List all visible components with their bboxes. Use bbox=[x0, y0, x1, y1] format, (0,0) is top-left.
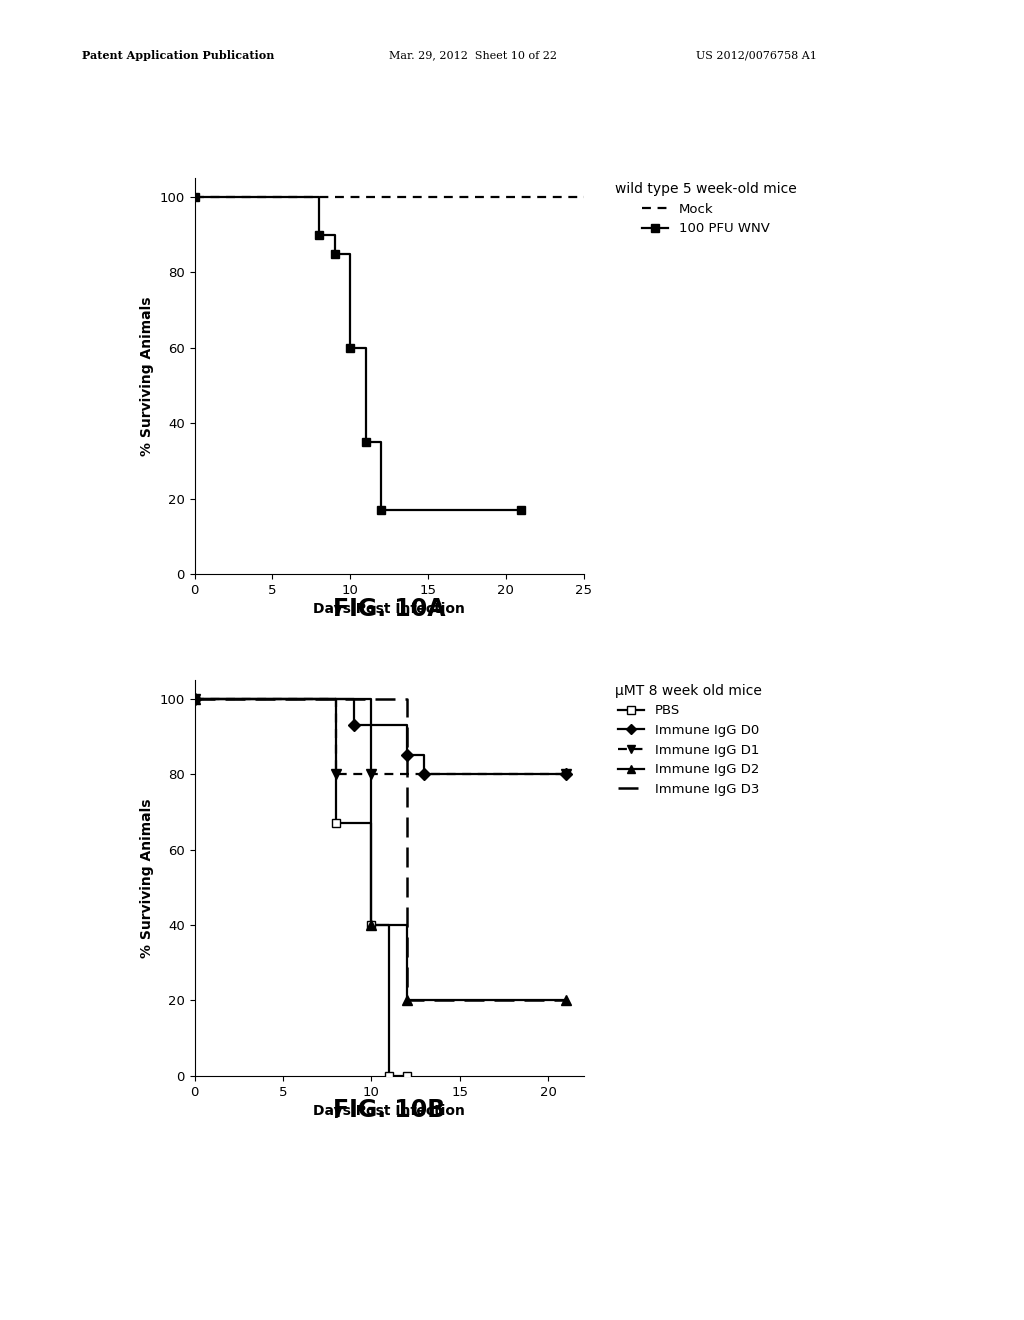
Text: FIG. 10A: FIG. 10A bbox=[333, 597, 445, 620]
Y-axis label: % Surviving Animals: % Surviving Animals bbox=[140, 799, 154, 957]
X-axis label: Days Post Infection: Days Post Infection bbox=[313, 1104, 465, 1118]
Text: FIG. 10B: FIG. 10B bbox=[333, 1098, 445, 1122]
Legend: PBS, Immune IgG D0, Immune IgG D1, Immune IgG D2, Immune IgG D3: PBS, Immune IgG D0, Immune IgG D1, Immun… bbox=[609, 678, 767, 801]
Y-axis label: % Surviving Animals: % Surviving Animals bbox=[140, 297, 154, 455]
Legend: Mock, 100 PFU WNV: Mock, 100 PFU WNV bbox=[609, 177, 802, 240]
Text: US 2012/0076758 A1: US 2012/0076758 A1 bbox=[696, 50, 817, 61]
X-axis label: Days Post Infection: Days Post Infection bbox=[313, 602, 465, 616]
Text: Mar. 29, 2012  Sheet 10 of 22: Mar. 29, 2012 Sheet 10 of 22 bbox=[389, 50, 557, 61]
Text: Patent Application Publication: Patent Application Publication bbox=[82, 50, 274, 61]
